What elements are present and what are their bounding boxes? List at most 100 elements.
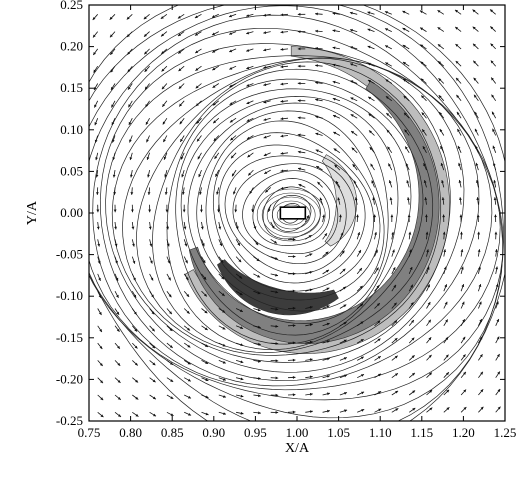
velocity-vector (385, 95, 393, 102)
velocity-vector (149, 273, 154, 281)
velocity-vector (352, 163, 358, 171)
velocity-vector (493, 197, 497, 205)
velocity-vector (339, 268, 346, 275)
velocity-vector (253, 290, 261, 295)
velocity-vector (201, 377, 209, 382)
velocity-vector (478, 301, 482, 309)
velocity-vector (476, 214, 480, 223)
velocity-vector (177, 48, 185, 54)
velocity-vector (334, 164, 341, 171)
velocity-vector (297, 133, 306, 137)
velocity-vector (246, 48, 254, 52)
velocity-vector (149, 342, 156, 349)
velocity-vector (455, 60, 462, 67)
velocity-vector (332, 63, 340, 67)
contour-line (175, 88, 412, 345)
velocity-vector (183, 342, 191, 348)
velocity-vector (201, 308, 208, 314)
velocity-vector (114, 377, 121, 384)
velocity-vector (114, 394, 122, 401)
velocity-vector (212, 83, 220, 89)
velocity-vector (335, 180, 341, 188)
contour-line (136, 61, 442, 356)
velocity-vector (253, 256, 260, 262)
velocity-vector (356, 267, 363, 275)
velocity-vector (228, 31, 237, 35)
velocity-vector (385, 62, 392, 67)
velocity-vector (367, 62, 375, 67)
velocity-vector (263, 31, 271, 34)
velocity-vector (495, 283, 499, 292)
velocity-vector (421, 128, 427, 136)
velocity-vector (147, 187, 151, 195)
velocity-vector (426, 266, 430, 275)
velocity-vector (356, 285, 363, 292)
velocity-vector (112, 152, 116, 161)
velocity-vector (494, 249, 498, 257)
velocity-vector (356, 214, 359, 223)
velocity-vector (455, 43, 462, 50)
velocity-vector (161, 48, 168, 55)
velocity-vector (460, 406, 467, 413)
x-tick-label: 0.80 (119, 425, 142, 440)
velocity-vector (161, 100, 168, 108)
velocity-vector (177, 13, 185, 19)
y-tick-label: -0.25 (56, 413, 83, 428)
velocity-vector (374, 267, 379, 275)
velocity-vector (148, 221, 152, 230)
velocity-vector (356, 249, 362, 257)
velocity-vector (495, 301, 499, 309)
velocity-vector (367, 96, 375, 102)
velocity-vector (201, 411, 209, 416)
velocity-vector (459, 197, 462, 205)
velocity-vector (114, 291, 119, 298)
velocity-vector (425, 214, 428, 223)
velocity-vector (201, 256, 206, 264)
velocity-vector (443, 407, 450, 413)
velocity-vector (460, 249, 464, 257)
velocity-vector (385, 79, 393, 84)
velocity-vector (263, 48, 271, 52)
velocity-vector (408, 302, 414, 309)
velocity-vector (339, 286, 347, 292)
velocity-vector (149, 360, 156, 366)
velocity-vector (374, 408, 382, 413)
velocity-vector (197, 152, 202, 160)
x-tick-label: 0.90 (202, 425, 225, 440)
velocity-vector (94, 100, 99, 108)
velocity-vector (374, 391, 382, 396)
velocity-vector (387, 146, 393, 154)
velocity-vector (114, 256, 118, 264)
velocity-vector (201, 342, 209, 348)
velocity-vector (235, 221, 239, 230)
velocity-vector (113, 204, 117, 213)
velocity-vector (408, 319, 415, 327)
velocity-vector (370, 163, 375, 171)
velocity-vector (420, 44, 427, 50)
velocity-vector (109, 14, 116, 20)
velocity-vector (212, 65, 220, 71)
velocity-vector (144, 48, 150, 55)
velocity-vector (183, 325, 191, 331)
velocity-vector (247, 169, 254, 176)
velocity-vector (440, 162, 445, 171)
velocity-vector (478, 318, 483, 326)
velocity-vector (322, 232, 328, 240)
velocity-vector (218, 221, 222, 230)
velocity-vector (297, 82, 306, 85)
velocity-vector (374, 249, 378, 257)
velocity-vector (494, 231, 498, 240)
velocity-vector (287, 324, 296, 327)
velocity-vector (443, 319, 449, 327)
velocity-vector (180, 152, 185, 160)
velocity-vector (407, 197, 410, 205)
velocity-vector (426, 389, 433, 396)
velocity-vector (297, 47, 306, 51)
velocity-vector (339, 392, 348, 396)
body-marker (279, 206, 307, 220)
velocity-vector (236, 377, 244, 381)
velocity-vector (97, 394, 104, 401)
velocity-vector (339, 304, 347, 309)
velocity-vector (235, 342, 244, 346)
velocity-vector (443, 336, 449, 344)
